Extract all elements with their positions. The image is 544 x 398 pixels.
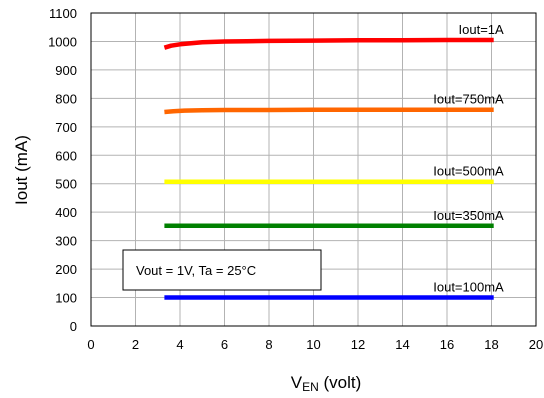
y-tick-label: 100 [55, 291, 77, 306]
x-axis-title: VEN (volt) [291, 373, 362, 394]
x-axis-title-unit: (volt) [319, 373, 362, 392]
series-line [164, 107, 494, 115]
series-labels: Iout=1A Iout=750mA Iout=500mA Iout=350mA Iou… [433, 22, 504, 295]
y-axis-ticks: 0 100 200 300 400 500 600 700 800 900 1000 1100 [48, 6, 77, 334]
x-tick-label: 12 [351, 337, 365, 352]
series-line [163, 37, 494, 50]
annotation-text: Vout = 1V, Ta = 25°C [136, 263, 256, 278]
x-tick-label: 10 [306, 337, 320, 352]
y-tick-label: 1000 [48, 34, 77, 49]
series-lines [163, 37, 494, 300]
plot-area-frame [90, 12, 537, 327]
y-tick-label: 500 [55, 177, 77, 192]
series-label: Iout=1A [459, 22, 505, 37]
y-tick-label: 800 [55, 91, 77, 106]
y-tick-label: 900 [55, 63, 77, 78]
y-tick-label: 300 [55, 234, 77, 249]
y-tick-label: 0 [70, 319, 77, 334]
x-tick-label: 20 [529, 337, 543, 352]
series-label: Iout=500mA [433, 164, 504, 179]
series-label: Iout=750mA [433, 92, 504, 107]
y-tick-label: 600 [55, 148, 77, 163]
x-tick-label: 18 [484, 337, 498, 352]
x-axis-ticks: 0 2 4 6 8 10 12 14 16 18 20 [87, 337, 543, 352]
annotation-box: Vout = 1V, Ta = 25°C [122, 249, 322, 291]
x-tick-label: 8 [265, 337, 272, 352]
y-tick-label: 400 [55, 205, 77, 220]
y-axis-title: Iout (mA) [12, 135, 31, 205]
y-tick-label: 1100 [49, 6, 77, 21]
x-axis-title-main: V [291, 373, 303, 392]
x-tick-label: 14 [395, 337, 409, 352]
x-tick-label: 16 [440, 337, 454, 352]
x-tick-label: 4 [176, 337, 183, 352]
x-axis-title-subscript: EN [302, 380, 319, 394]
series-label: Iout=100mA [433, 280, 504, 295]
x-tick-label: 2 [132, 337, 139, 352]
x-tick-label: 0 [87, 337, 94, 352]
y-tick-label: 200 [55, 262, 77, 277]
y-tick-label: 700 [55, 120, 77, 135]
series-label: Iout=350mA [433, 208, 504, 223]
x-tick-label: 6 [221, 337, 228, 352]
